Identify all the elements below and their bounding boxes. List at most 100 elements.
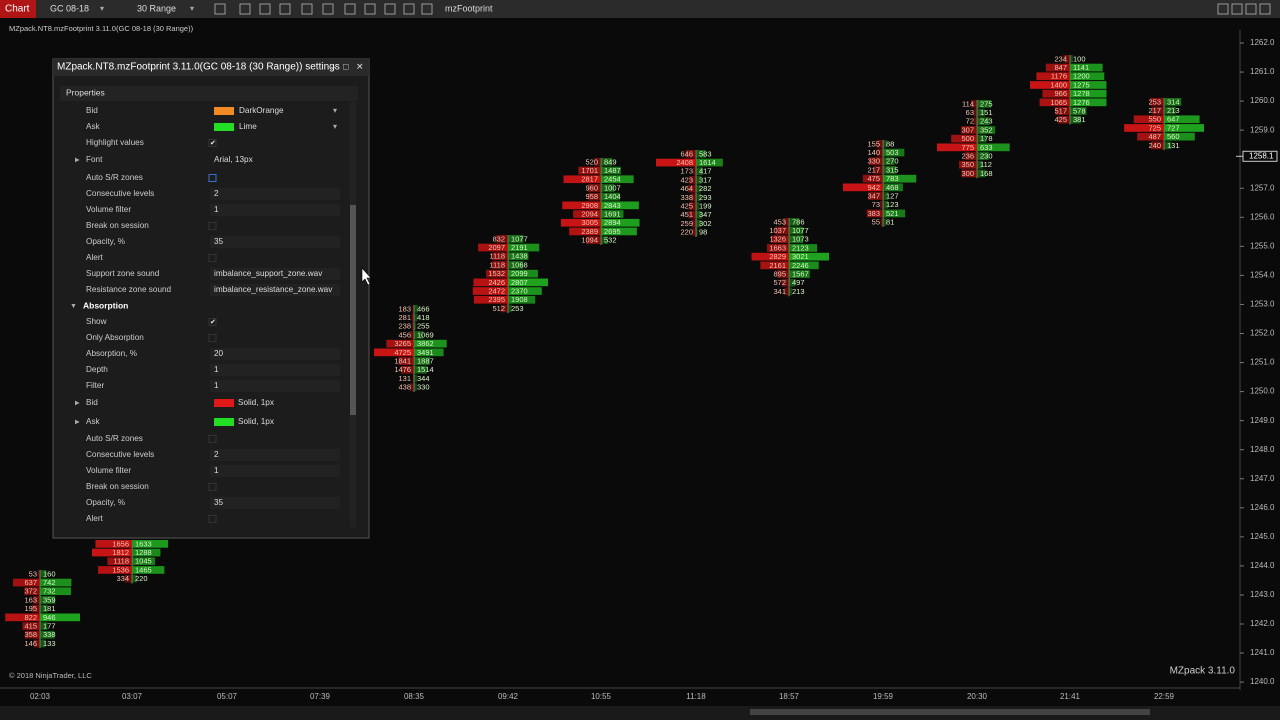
bid-volume: 2094 bbox=[581, 210, 598, 219]
property-value[interactable]: 35 bbox=[214, 498, 224, 507]
dropdown-arrow[interactable]: ▾ bbox=[333, 106, 337, 115]
dialog-button[interactable]: – bbox=[331, 61, 336, 71]
bid-volume: 425 bbox=[680, 202, 693, 211]
bid-bar bbox=[473, 278, 508, 287]
value-field[interactable] bbox=[210, 380, 340, 392]
expand-arrow[interactable]: ▶ bbox=[75, 158, 80, 164]
value-field[interactable] bbox=[210, 188, 340, 200]
value-field[interactable] bbox=[210, 204, 340, 216]
toolbar-icon[interactable] bbox=[322, 3, 334, 15]
value-field[interactable] bbox=[210, 236, 340, 248]
value-field[interactable] bbox=[210, 364, 340, 376]
checkbox[interactable] bbox=[208, 318, 217, 326]
dialog-button[interactable]: □ bbox=[343, 61, 349, 71]
property-label: Ask bbox=[86, 417, 101, 426]
toolbar-icon[interactable] bbox=[364, 3, 376, 15]
property-value[interactable]: 2 bbox=[214, 189, 219, 198]
scroll-thumb[interactable] bbox=[750, 709, 1150, 715]
property-value[interactable]: Arial, 13px bbox=[214, 155, 253, 164]
ask-volume: 2246 bbox=[792, 261, 809, 270]
bid-bar bbox=[937, 143, 977, 152]
bid-bar bbox=[412, 374, 414, 383]
chart-tab[interactable] bbox=[0, 0, 36, 18]
value-field[interactable] bbox=[210, 449, 340, 461]
checkbox[interactable] bbox=[208, 139, 217, 147]
property-value[interactable]: 1 bbox=[214, 365, 219, 374]
checkbox[interactable] bbox=[208, 483, 217, 491]
window-button[interactable] bbox=[1231, 3, 1243, 15]
ask-volume: 466 bbox=[417, 304, 430, 313]
chart-tab-label[interactable]: Chart bbox=[5, 4, 30, 15]
value-field[interactable] bbox=[210, 348, 340, 360]
expand-arrow[interactable]: ▶ bbox=[75, 420, 80, 426]
toolbar-icon[interactable] bbox=[259, 3, 271, 15]
bid-bar bbox=[862, 174, 883, 183]
toolbar-icon[interactable] bbox=[214, 3, 226, 15]
bid-volume: 1118 bbox=[489, 252, 505, 261]
checkbox[interactable] bbox=[208, 174, 217, 182]
property-value[interactable]: imbalance_support_zone.wav bbox=[214, 269, 323, 278]
value-field[interactable] bbox=[210, 465, 340, 477]
checkbox[interactable] bbox=[208, 515, 217, 523]
value-field[interactable] bbox=[210, 284, 340, 296]
bid-volume: 456 bbox=[398, 330, 411, 339]
bid-bar bbox=[1137, 132, 1164, 141]
window-button[interactable] bbox=[1217, 3, 1229, 15]
checkbox[interactable] bbox=[208, 222, 217, 230]
property-value[interactable]: Solid, 1px bbox=[238, 398, 274, 407]
expand-arrow[interactable]: ▶ bbox=[75, 401, 80, 407]
dialog-button[interactable]: ✕ bbox=[356, 61, 364, 71]
toolbar-icon[interactable] bbox=[403, 3, 415, 15]
checkbox[interactable] bbox=[208, 435, 217, 443]
instrument-selector[interactable]: GC 08-18 bbox=[50, 3, 89, 13]
ask-volume: 359 bbox=[43, 595, 56, 604]
toolbar-icon[interactable] bbox=[384, 3, 396, 15]
checkbox[interactable] bbox=[208, 334, 217, 342]
ask-bar bbox=[132, 548, 161, 557]
property-value[interactable]: Solid, 1px bbox=[238, 417, 274, 426]
value-field[interactable] bbox=[210, 497, 340, 509]
property-value[interactable]: 2 bbox=[214, 450, 219, 459]
ask-bar bbox=[601, 218, 640, 227]
bid-volume: 131 bbox=[398, 374, 411, 383]
property-value[interactable]: 1 bbox=[214, 466, 219, 475]
ask-bar bbox=[696, 219, 702, 228]
property-value[interactable]: DarkOrange bbox=[239, 106, 284, 115]
bid-volume: 2408 bbox=[676, 158, 693, 167]
window-button[interactable] bbox=[1259, 3, 1271, 15]
ask-bar bbox=[414, 374, 417, 383]
property-value[interactable]: imbalance_resistance_zone.wav bbox=[214, 285, 333, 294]
bid-bar bbox=[961, 126, 977, 134]
time-label: 22:59 bbox=[1154, 692, 1175, 701]
property-value[interactable]: 20 bbox=[214, 349, 224, 358]
property-label: Only Absorption bbox=[86, 333, 144, 342]
period-selector[interactable]: 30 Range bbox=[137, 3, 176, 13]
property-value[interactable]: 1 bbox=[214, 205, 219, 214]
bid-volume: 2161 bbox=[769, 261, 786, 270]
value-field[interactable] bbox=[210, 268, 340, 280]
ask-bar bbox=[601, 236, 609, 244]
toolbar-icon[interactable] bbox=[421, 3, 433, 15]
property-label: Break on session bbox=[86, 482, 149, 491]
checkbox[interactable] bbox=[208, 254, 217, 262]
time-label: 05:07 bbox=[217, 692, 238, 701]
window-button[interactable] bbox=[1245, 3, 1257, 15]
ask-bar bbox=[789, 261, 819, 270]
bid-volume: 425 bbox=[1054, 115, 1067, 124]
scrollbar-thumb[interactable] bbox=[350, 205, 356, 415]
property-value[interactable]: 1 bbox=[214, 381, 219, 390]
ask-volume: 647 bbox=[1167, 115, 1180, 124]
toolbar-icon[interactable] bbox=[301, 3, 313, 15]
dropdown-arrow[interactable]: ▾ bbox=[333, 122, 337, 131]
property-value[interactable]: 35 bbox=[214, 237, 224, 246]
toolbar-icon[interactable] bbox=[239, 3, 251, 15]
ask-bar bbox=[601, 166, 621, 175]
bid-volume: 350 bbox=[961, 160, 974, 169]
bid-volume: 2395 bbox=[488, 295, 505, 304]
toolbar-icon[interactable] bbox=[344, 3, 356, 15]
property-value[interactable]: Lime bbox=[239, 122, 257, 131]
ask-bar bbox=[696, 167, 703, 176]
category-arrow[interactable]: ▼ bbox=[70, 303, 77, 310]
toolbar-icon[interactable] bbox=[279, 3, 291, 15]
bid-bar bbox=[496, 235, 508, 243]
